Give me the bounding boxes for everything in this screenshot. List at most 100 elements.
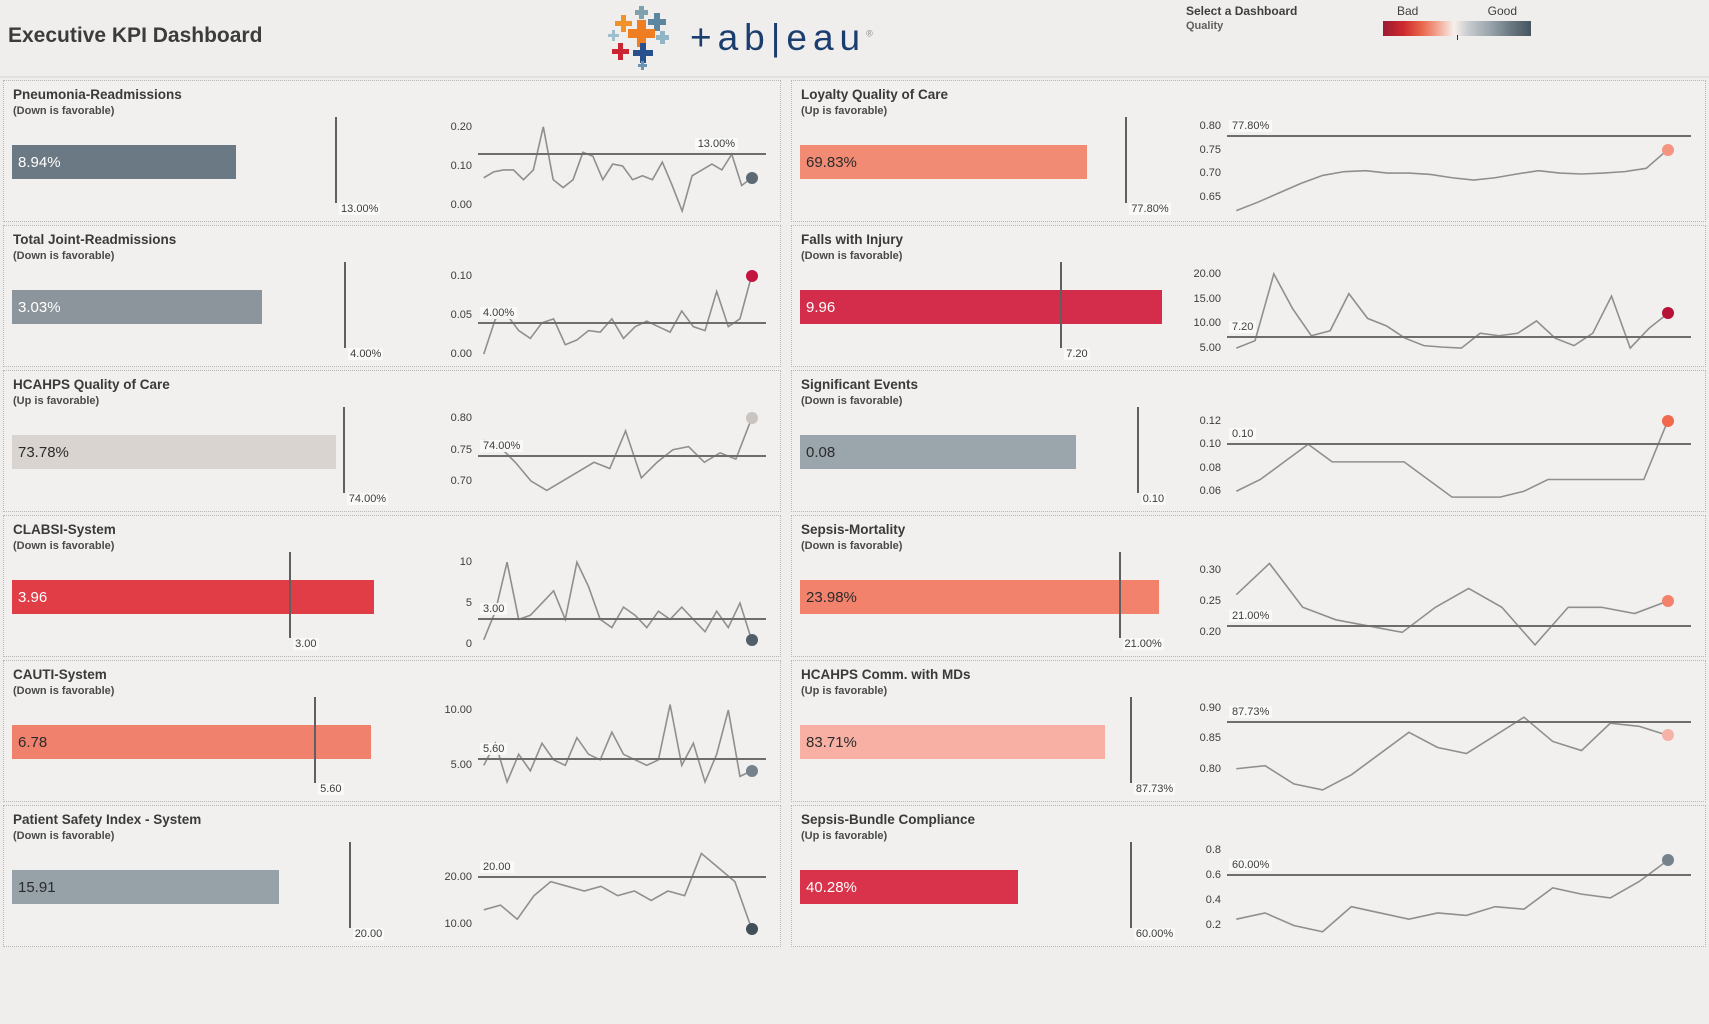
- kpi-card-hcahps-quality-of-care: HCAHPS Quality of Care (Up is favorable) 7…: [3, 370, 781, 512]
- axis-tick-label: 10.00: [444, 917, 472, 930]
- reference-value-label: 5.60: [480, 742, 508, 755]
- axis-tick-label: 0.85: [1199, 732, 1221, 745]
- sparkline-zone: 0.8 0.6 0.4 0.2 60.00%: [1179, 844, 1691, 938]
- latest-point-dot[interactable]: [1661, 307, 1674, 320]
- sparkline-plot: 60.00%: [1227, 844, 1691, 938]
- sparkline-reference-line: [478, 321, 766, 324]
- axis-tick-label: 0.70: [450, 475, 472, 488]
- kpi-value-bar[interactable]: 8.94%: [12, 145, 236, 179]
- kpi-title: CLABSI-System: [13, 522, 116, 537]
- kpi-subtitle: (Down is favorable): [13, 105, 115, 117]
- latest-point-dot[interactable]: [745, 633, 758, 646]
- kpi-card-significant-events: Significant Events (Down is favorable) 0.0…: [791, 370, 1706, 512]
- kpi-subtitle: (Down is favorable): [13, 540, 115, 552]
- sparkline-plot: 5.60: [478, 699, 766, 793]
- trend-line: [484, 276, 752, 354]
- axis-tick-label: 5: [465, 597, 472, 610]
- kpi-subtitle: (Up is favorable): [801, 685, 888, 697]
- sparkline-plot: 77.80%: [1227, 119, 1691, 213]
- page-title: Executive KPI Dashboard: [8, 24, 263, 47]
- kpi-subtitle: (Down is favorable): [13, 830, 115, 842]
- axis-tick-label: 0.80: [1199, 120, 1221, 133]
- sparkline-axis-ticks: 0.80 0.75 0.70: [430, 409, 478, 503]
- reference-value-label: 87.73%: [1229, 705, 1273, 718]
- reference-value-label: 21.00%: [1229, 610, 1273, 623]
- latest-point-dot[interactable]: [745, 269, 758, 282]
- kpi-grid: Pneumonia-Readmissions (Down is favorable…: [0, 78, 1709, 947]
- kpi-value-bar[interactable]: 73.78%: [12, 435, 337, 469]
- kpi-value-bar[interactable]: 9.96: [800, 290, 1162, 324]
- target-reference-line: [1118, 552, 1121, 638]
- axis-tick-label: 20.00: [1193, 267, 1221, 280]
- latest-point-dot[interactable]: [1661, 729, 1674, 742]
- kpi-title: Total Joint-Readmissions: [13, 232, 177, 247]
- trend-line: [1236, 563, 1668, 644]
- trend-line: [484, 418, 752, 490]
- sparkline-plot: 74.00%: [478, 409, 766, 503]
- dashboard-selector-value[interactable]: Quality: [1186, 20, 1224, 32]
- latest-point-dot[interactable]: [745, 764, 758, 777]
- kpi-value-bar[interactable]: 3.03%: [12, 290, 263, 324]
- axis-tick-label: 10.00: [1193, 317, 1221, 330]
- kpi-value-bar[interactable]: 15.91: [12, 870, 280, 904]
- plus-icon: [648, 13, 666, 31]
- latest-point-dot[interactable]: [745, 412, 758, 425]
- kpi-subtitle: (Down is favorable): [801, 540, 903, 552]
- kpi-card-sepsis-bundle-compliance: Sepsis-Bundle Compliance (Up is favorable…: [791, 805, 1706, 947]
- sparkline-axis-ticks: 10.00 5.00: [430, 699, 478, 793]
- target-reference-line: [348, 842, 351, 928]
- target-reference-line: [1060, 262, 1063, 348]
- kpi-value-label: 40.28%: [806, 878, 857, 896]
- sparkline-plot: 7.20: [1227, 264, 1691, 358]
- kpi-subtitle: (Up is favorable): [801, 830, 888, 842]
- kpi-value-bar[interactable]: 69.83%: [800, 145, 1087, 179]
- sparkline-reference-line: [478, 618, 766, 621]
- sparkline-reference-line: [1227, 135, 1691, 138]
- reference-value-label: 7.20: [1229, 321, 1257, 334]
- reference-value-label: 60.00%: [1229, 859, 1273, 872]
- kpi-value-bar[interactable]: 40.28%: [800, 870, 1019, 904]
- kpi-title: HCAHPS Comm. with MDs: [801, 667, 971, 682]
- latest-point-dot[interactable]: [1661, 143, 1674, 156]
- sparkline-zone: 20.00 10.00 20.00: [430, 844, 766, 938]
- color-legend: Bad Good: [1383, 4, 1531, 40]
- kpi-value-bar[interactable]: 6.78: [12, 725, 372, 759]
- target-reference-line: [344, 262, 347, 348]
- plus-icon: [615, 15, 632, 32]
- sparkline-zone: 0.90 0.85 0.80 87.73%: [1179, 699, 1691, 793]
- latest-point-dot[interactable]: [745, 922, 758, 935]
- kpi-value-label: 3.03%: [18, 298, 61, 316]
- kpi-value-bar[interactable]: 83.71%: [800, 725, 1105, 759]
- kpi-card-cauti-system: CAUTI-System (Down is favorable) 6.78 5.60 1…: [3, 660, 781, 802]
- axis-tick-label: 0.70: [1199, 167, 1221, 180]
- sparkline-axis-ticks: 20.00 15.00 10.00 5.00: [1179, 264, 1227, 358]
- axis-tick-label: 5.00: [1199, 342, 1221, 355]
- kpi-value-bar[interactable]: 0.08: [800, 435, 1076, 469]
- latest-point-dot[interactable]: [745, 171, 758, 184]
- target-reference-line: [314, 697, 317, 783]
- axis-tick-label: 5.00: [450, 759, 472, 772]
- axis-tick-label: 0.65: [1199, 190, 1221, 203]
- axis-tick-label: 0.8: [1205, 844, 1221, 857]
- kpi-card-sepsis-mortality: Sepsis-Mortality (Down is favorable) 23.98…: [791, 515, 1706, 657]
- axis-tick-label: 0.08: [1199, 461, 1221, 474]
- kpi-subtitle: (Down is favorable): [13, 250, 115, 262]
- axis-tick-label: 0.20: [450, 120, 472, 133]
- kpi-card-hcahps-comm-with-mds: HCAHPS Comm. with MDs (Up is favorable) 83…: [791, 660, 1706, 802]
- latest-point-dot[interactable]: [1661, 854, 1674, 867]
- target-value-label: 7.20: [1064, 348, 1090, 360]
- latest-point-dot[interactable]: [1661, 595, 1674, 607]
- tableau-logo-mark-icon: [608, 6, 674, 70]
- kpi-value-label: 9.96: [806, 298, 836, 316]
- kpi-card-clabsi-system: CLABSI-System (Down is favorable) 3.96 3.00…: [3, 515, 781, 657]
- axis-tick-label: 0.00: [450, 199, 472, 212]
- target-reference-line: [335, 117, 338, 203]
- sparkline-reference-line: [1227, 625, 1691, 628]
- latest-point-dot[interactable]: [1661, 414, 1674, 427]
- kpi-value-bar[interactable]: 23.98%: [800, 580, 1160, 614]
- sparkline-reference-line: [1227, 336, 1691, 339]
- kpi-value-bar[interactable]: 3.96: [12, 580, 374, 614]
- target-value-label: 3.00: [293, 638, 319, 650]
- dashboard-selector-label: Select a Dashboard: [1186, 4, 1298, 18]
- axis-tick-label: 0.30: [1199, 563, 1221, 576]
